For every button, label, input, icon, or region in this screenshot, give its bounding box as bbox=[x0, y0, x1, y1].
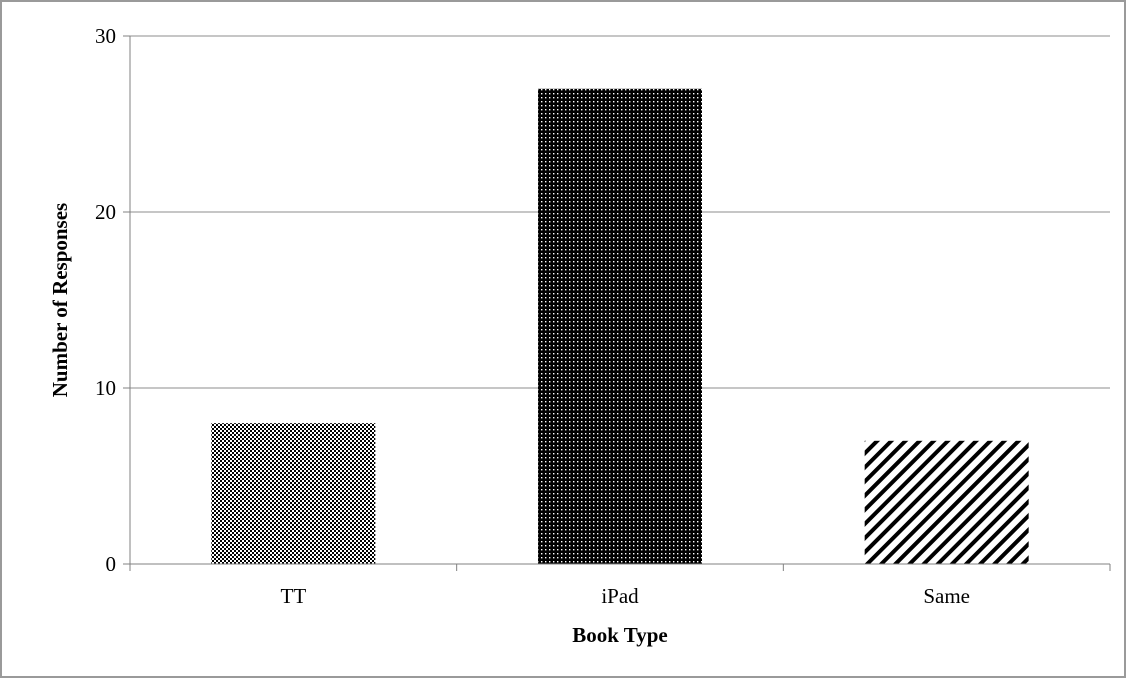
y-tick-labels: 0 10 20 30 bbox=[95, 24, 116, 576]
x-axis-title: Book Type bbox=[572, 623, 668, 647]
bar-same bbox=[864, 440, 1029, 564]
category-label: Same bbox=[923, 584, 970, 608]
bar-ipad bbox=[538, 88, 702, 565]
y-tick-label: 30 bbox=[95, 24, 116, 48]
x-category-labels: TT iPad Same bbox=[281, 584, 970, 608]
y-axis-title: Number of Responses bbox=[48, 203, 72, 397]
axes bbox=[123, 35, 1111, 571]
bars bbox=[211, 88, 1029, 565]
y-tick-label: 20 bbox=[95, 200, 116, 224]
y-tick-label: 10 bbox=[95, 376, 116, 400]
category-label: iPad bbox=[601, 584, 639, 608]
y-tick-label: 0 bbox=[106, 552, 117, 576]
bar-tt bbox=[211, 423, 376, 564]
category-label: TT bbox=[281, 584, 307, 608]
